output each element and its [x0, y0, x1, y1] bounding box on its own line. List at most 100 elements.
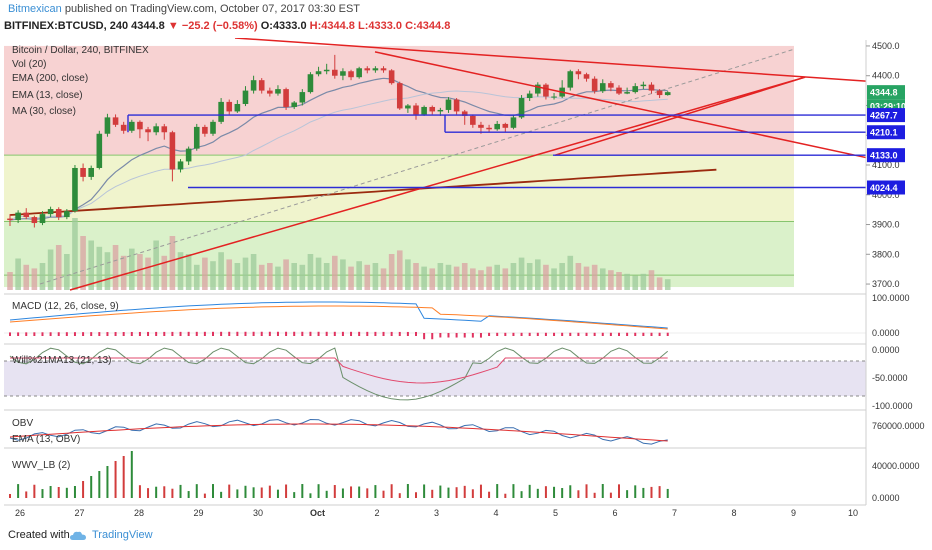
- created-with-label: Created with: [8, 529, 70, 541]
- macd-hist: [301, 331, 304, 336]
- wwv-bar: [138, 485, 141, 498]
- volume-bar: [437, 263, 444, 290]
- volume-bar: [299, 264, 306, 290]
- drawings: [69, 38, 867, 291]
- macd-hist: [423, 333, 426, 340]
- wwv-bar: [528, 484, 531, 498]
- candle-body: [583, 74, 590, 79]
- wwv-bar: [626, 490, 629, 498]
- volume-bar: [664, 279, 671, 290]
- volume-bar: [551, 268, 557, 290]
- candle-body: [7, 218, 13, 221]
- chart-canvas[interactable]: 100.00000.00000.0000-50.0000-100.0000760…: [0, 38, 932, 522]
- macd-hist: [577, 332, 580, 336]
- wwv-bar: [301, 484, 304, 498]
- wwv-bar: [49, 486, 52, 498]
- volume-bar: [364, 264, 371, 290]
- volume-bar: [323, 263, 330, 290]
- macd-hist: [536, 332, 539, 336]
- candle-body: [575, 71, 582, 75]
- volume-bar: [80, 236, 86, 290]
- macd-hist: [634, 332, 637, 336]
- author-link[interactable]: Bitmexican: [8, 3, 62, 15]
- candle-body: [275, 89, 281, 94]
- wwv-bar: [195, 484, 198, 498]
- candle-body: [72, 167, 78, 212]
- candle-body: [185, 148, 192, 162]
- macd-hist: [260, 331, 263, 336]
- ohlc-close: C:4344.8: [405, 20, 451, 32]
- ohlc-low: L:4333.0: [357, 20, 403, 32]
- volume-bar: [599, 268, 606, 290]
- wwv-bar: [147, 488, 150, 498]
- wwv-bar: [520, 491, 523, 498]
- countdown-tag: 03:29:10: [870, 102, 906, 112]
- macd-hist: [439, 333, 442, 338]
- wwv-bar: [553, 486, 556, 498]
- wwv-bar: [236, 489, 239, 498]
- candle-body: [421, 106, 427, 115]
- macd-label: MACD (12, 26, close, 9): [12, 301, 119, 312]
- macd-hist: [187, 331, 190, 336]
- volume-bar: [567, 255, 574, 290]
- wwv-bar: [479, 484, 482, 498]
- macd-hist: [114, 332, 117, 336]
- trend-line: [554, 76, 806, 156]
- volume-bar: [234, 263, 241, 290]
- volume-bar: [23, 264, 30, 290]
- wwv-bar: [268, 485, 271, 498]
- legend-ma30: MA (30, close): [12, 106, 76, 117]
- macd-hist: [73, 332, 76, 336]
- candle-body: [502, 123, 509, 128]
- wwv-bar: [90, 476, 93, 498]
- macd-hist: [333, 331, 336, 336]
- candle-body: [202, 126, 208, 134]
- time-tick-label: 27: [74, 508, 84, 518]
- tradingview-link[interactable]: TradingView: [92, 529, 153, 541]
- level-tag: 4133.0: [870, 151, 898, 161]
- ema13-line: [9, 77, 668, 221]
- volume-bar: [275, 266, 281, 290]
- volume-bar: [616, 272, 622, 290]
- volume-bar: [559, 263, 565, 290]
- wwv-bar: [73, 486, 76, 498]
- volume-bar: [372, 263, 379, 290]
- candle-body: [234, 103, 241, 112]
- legend-ema200: EMA (200, close): [12, 73, 88, 84]
- wwv-bar: [220, 491, 223, 498]
- volume-bar: [169, 236, 176, 290]
- wwv-bar: [171, 488, 174, 498]
- macd-hist: [471, 333, 474, 338]
- wwv-bar: [203, 493, 206, 498]
- macd-hist: [341, 331, 344, 336]
- macd-hist: [171, 331, 174, 336]
- axes: 4500.04400.04300.04200.04100.04000.03900…: [15, 40, 906, 518]
- ohlc-open: O:4333.0: [260, 20, 307, 32]
- wwv-bar: [463, 485, 466, 498]
- macd-hist: [447, 333, 450, 338]
- wwv-bar: [488, 491, 491, 498]
- wwv-bar: [341, 488, 344, 498]
- volume-bar: [193, 264, 200, 290]
- wwv-bar: [658, 486, 661, 498]
- candle-body: [332, 69, 338, 76]
- candle-body: [608, 83, 614, 88]
- obv-ema-line: [9, 423, 668, 442]
- volume-bar: [413, 263, 419, 290]
- time-tick-label: 7: [672, 508, 677, 518]
- macd-hist: [57, 332, 60, 336]
- macd-hist: [163, 331, 166, 336]
- macd-hist: [203, 331, 206, 336]
- volume-bar: [39, 263, 46, 290]
- volume-bar: [47, 249, 54, 290]
- macd-hist: [276, 331, 279, 336]
- candle-body: [129, 121, 135, 131]
- level-tag: 4210.1: [870, 128, 898, 138]
- time-tick-label: 30: [253, 508, 263, 518]
- volume-bar: [575, 263, 582, 290]
- time-tick-label: 29: [193, 508, 203, 518]
- volume-bar: [88, 240, 94, 290]
- wwv-bar: [41, 489, 44, 498]
- candle-body: [518, 98, 525, 118]
- candle-body: [283, 89, 289, 107]
